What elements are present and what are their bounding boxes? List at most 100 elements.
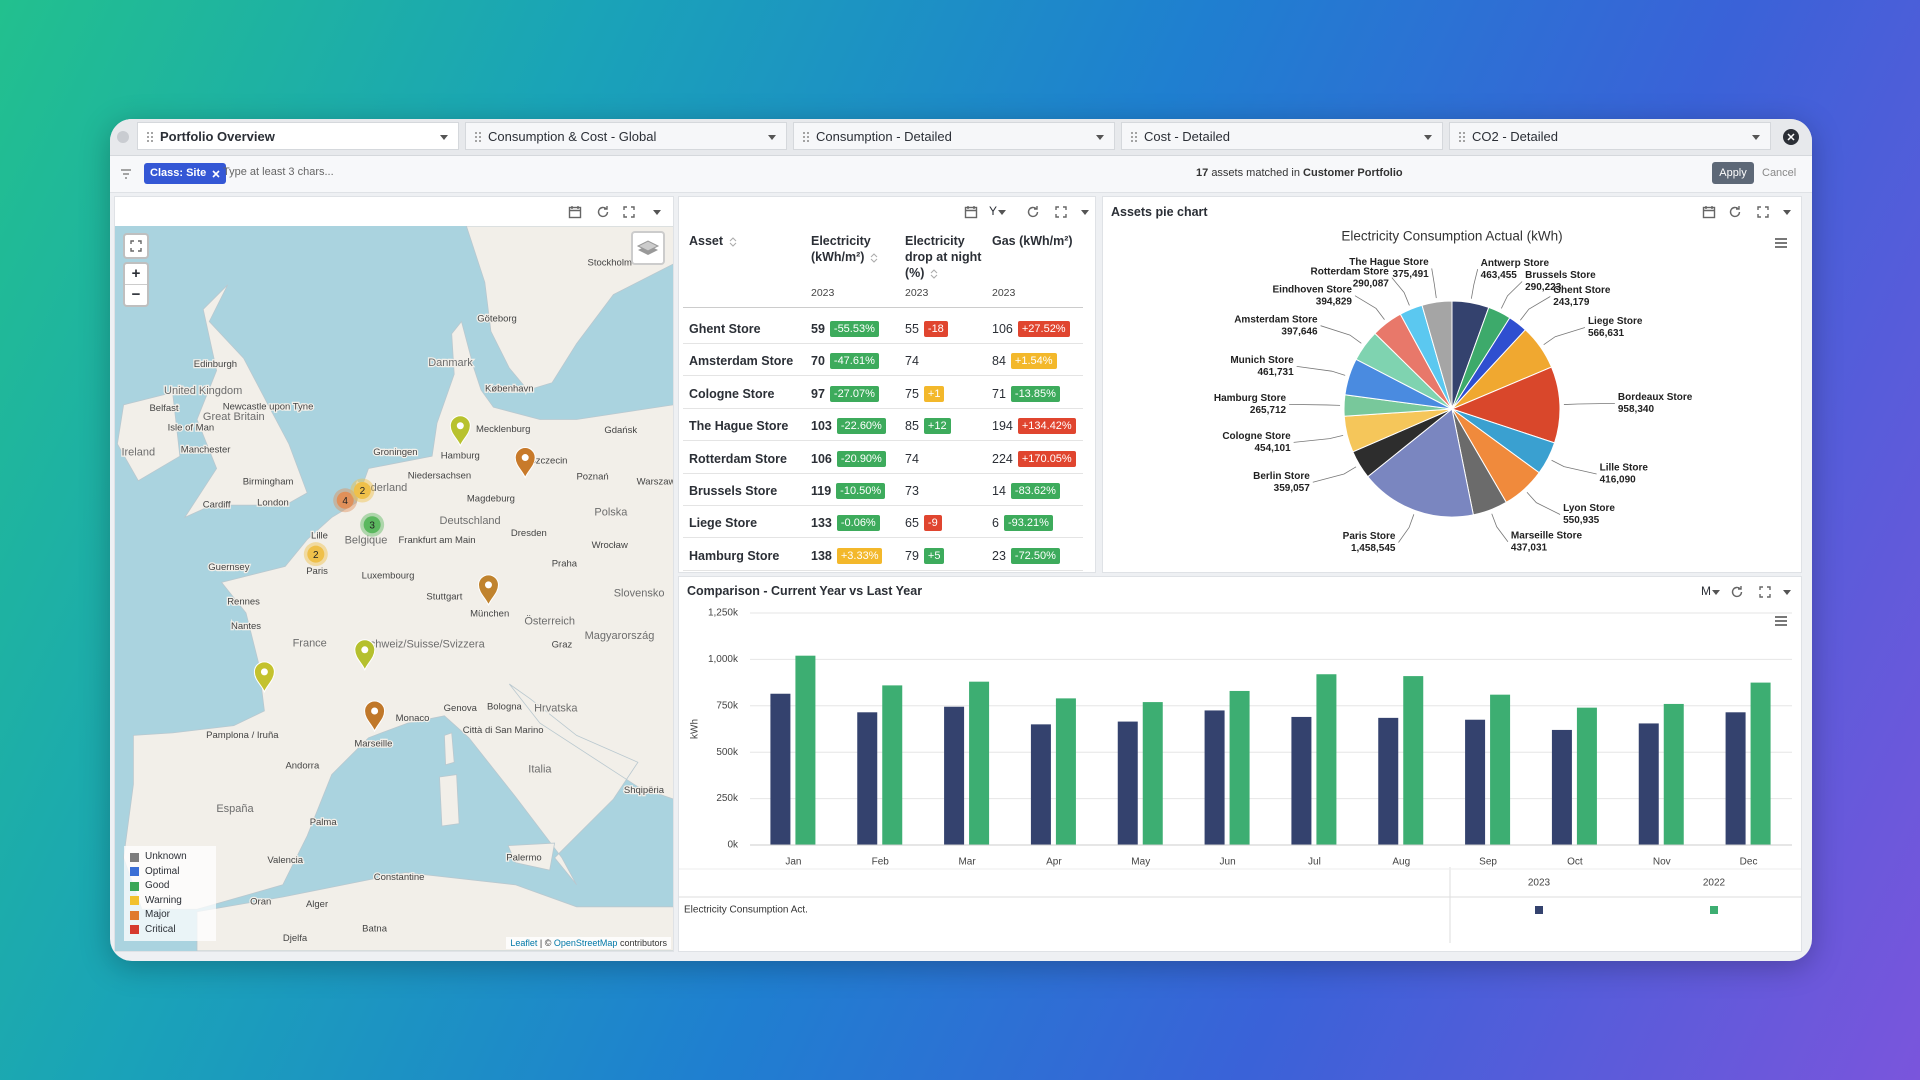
column-header[interactable]: Asset [689,233,799,249]
attribution-link[interactable]: Leaflet [510,938,538,948]
row-divider [683,375,1083,377]
chip-remove[interactable] [211,169,221,179]
grip-dot [803,140,805,142]
map-place-label: Stuttgart [426,592,462,603]
metric-value: 103 [811,419,832,434]
legend-label: Warning [145,894,182,906]
apply-button[interactable]: Apply [1712,162,1754,184]
marker-hole [484,581,492,589]
marker-cluster[interactable]: 2 [350,478,375,503]
icon-stroke [1027,206,1039,218]
toolbar-menu-icon[interactable] [1773,613,1789,629]
cancel-button[interactable]: Cancel [1762,167,1797,179]
column-header[interactable]: Electricity (kWh/m²) [811,233,891,265]
legend-label: Major [145,909,171,920]
row-divider [683,569,1083,571]
map-widget: Stockholm Göteborg Danmark København Edinbur… [114,196,674,952]
slice-label: The Hague Store [1349,257,1429,268]
asset-name: Cologne Store [689,386,775,401]
site-marker[interactable] [514,447,536,479]
tab-grip [803,132,809,142]
map-place-label: Andorra [285,761,320,772]
site-marker[interactable] [364,700,386,733]
tab[interactable]: CO2 - Detailed [1449,122,1771,150]
metric-value: 194 [992,419,1013,434]
grip-dot [807,136,809,138]
slice-value: 416,090 [1600,475,1637,486]
site-marker[interactable] [449,415,471,447]
toolbar-expand-icon[interactable] [1755,204,1771,220]
slice-label: Lyon Store [1563,503,1615,514]
toolbar-calendar-icon[interactable] [567,204,583,220]
site-marker[interactable] [253,661,275,694]
toolbar-more-icon[interactable] [1779,204,1795,220]
window-close-button[interactable] [1782,128,1800,146]
toolbar-expand-icon[interactable] [1757,584,1773,600]
tab[interactable]: Consumption - Detailed [793,122,1115,150]
toolbar-refresh-icon[interactable] [1729,584,1745,600]
metric-cell: 74 [905,351,919,371]
fullscreen-button[interactable] [123,233,149,259]
leader-line [1563,402,1615,405]
row-divider [683,505,1083,506]
toolbar-calendar-icon[interactable] [1701,204,1717,220]
legend-item: Good [130,879,210,894]
toolbar-more-icon[interactable] [1077,204,1093,220]
map-place-label: Cardiff [203,500,231,511]
bar-chart: 0k 250k 500k 750k 1,000k 1,250k kWh Jan Feb Mar Ap… [679,608,1801,943]
grip-dot [479,140,481,142]
slice-label: Liege Store [1588,316,1643,327]
attribution-osm[interactable]: OpenStreetMap [553,938,618,948]
map-place-label: Graz [552,639,573,650]
bar [1229,690,1250,845]
toolbar-expand-icon[interactable] [621,204,637,220]
column-header[interactable]: Electricity drop at night (%) [905,233,989,281]
zoom-in[interactable]: + [125,264,147,285]
layers-button[interactable] [631,231,665,265]
period-selector[interactable]: Y [989,204,1007,218]
toolbar-calendar-icon[interactable] [963,204,979,220]
marker-cluster[interactable]: 2 [303,542,328,567]
delta-badge: -22.60% [836,418,886,435]
map-place-label: Hamburg [441,451,480,462]
dropdown-caret [1712,590,1720,595]
toolbar-refresh-icon[interactable] [1727,204,1743,220]
toolbar-refresh-icon[interactable] [1025,204,1041,220]
delta-badge: -9 [923,515,942,532]
slice-value: 454,101 [1255,443,1292,454]
bar [1576,707,1597,845]
grip-dot [151,136,153,138]
period-selector[interactable]: M [1701,584,1721,598]
delta-badge: -0.06% [836,515,880,532]
filter-chip[interactable]: Class: Site [144,163,227,184]
icon-fill [1783,210,1791,215]
leader-line [1354,295,1385,320]
map-place-label: Guernsey [208,562,249,573]
toolbar-more-icon[interactable] [1779,584,1795,600]
map-place-label: Città di San Marino [463,725,544,736]
search-input[interactable]: Type at least 3 chars... [223,166,334,178]
site-marker[interactable] [477,574,499,607]
map-place-label: Magyarország [585,630,655,642]
marker-cluster[interactable]: 4 [333,488,358,513]
toolbar-expand-icon[interactable] [1053,204,1069,220]
leader-line [1398,514,1415,543]
toolbar-menu-icon[interactable] [1773,235,1789,251]
delta-badge: +1.54% [1010,353,1057,370]
series-legend-label: 2022 [1703,878,1726,889]
cluster-core [336,491,354,509]
tab[interactable]: Cost - Detailed [1121,122,1443,150]
x-tick-label: Oct [1567,857,1583,868]
slice-value: 437,031 [1511,542,1548,553]
tab[interactable]: Portfolio Overview [137,122,459,150]
tab-grip [1131,132,1137,142]
map-place-label: Szczecin [529,456,567,467]
tab[interactable]: Consumption & Cost - Global [465,122,787,150]
toolbar-more-icon[interactable] [649,204,665,220]
site-marker[interactable] [354,639,376,672]
zoom-out[interactable]: − [131,286,141,303]
column-header[interactable]: Gas (kWh/m²) [992,233,1087,249]
funnel [121,169,131,179]
marker-cluster[interactable]: 3 [360,512,385,537]
toolbar-refresh-icon[interactable] [595,204,611,220]
